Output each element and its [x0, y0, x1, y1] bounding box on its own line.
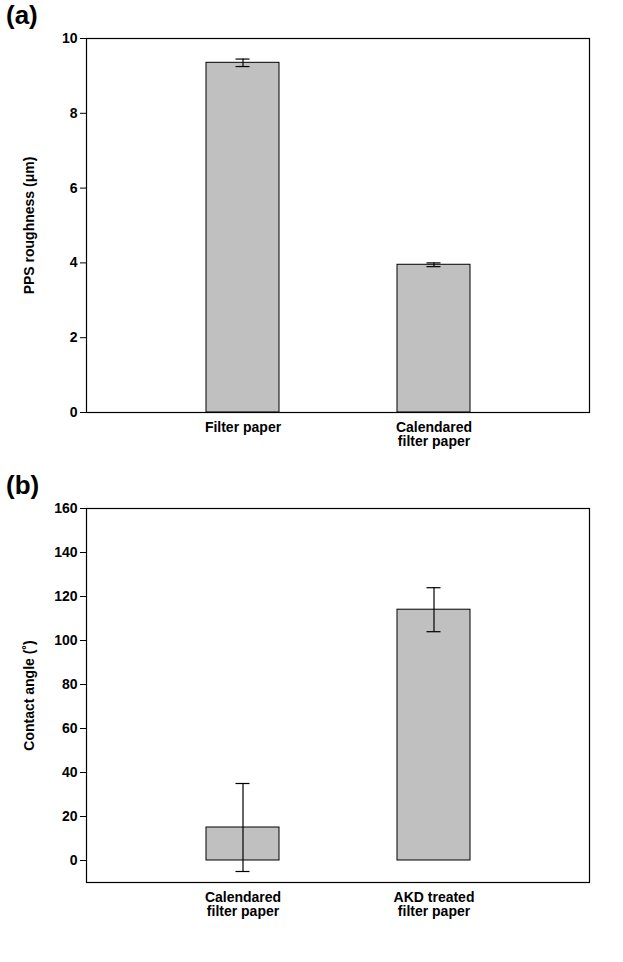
svg-text:140: 140 — [54, 544, 78, 560]
svg-text:6: 6 — [70, 180, 78, 196]
svg-text:160: 160 — [54, 500, 78, 516]
html-text:(b): (b) — [6, 470, 40, 500]
html-text:(a): (a) — [6, 0, 38, 30]
svg-text:Contact angle (˚): Contact angle (˚) — [21, 640, 37, 750]
svg-text:60: 60 — [62, 720, 78, 736]
svg-text:100: 100 — [54, 632, 78, 648]
svg-text:Calendaredfilter paper: Calendaredfilter paper — [205, 889, 281, 919]
svg-text:PPS roughness (μm): PPS roughness (μm) — [21, 157, 37, 295]
svg-text:8: 8 — [70, 105, 78, 121]
svg-text:120: 120 — [54, 588, 78, 604]
svg-text:0: 0 — [70, 852, 78, 868]
svg-text:4: 4 — [70, 254, 78, 270]
svg-text:80: 80 — [62, 676, 78, 692]
svg-text:Calendaredfilter paper: Calendaredfilter paper — [396, 419, 472, 449]
svg-text:0: 0 — [70, 404, 78, 420]
svg-text:AKD treatedfilter paper: AKD treatedfilter paper — [394, 889, 475, 919]
svg-text:Filter paper: Filter paper — [205, 419, 282, 435]
svg-text:2: 2 — [70, 329, 78, 345]
svg-text:20: 20 — [62, 808, 78, 824]
svg-text:10: 10 — [62, 30, 78, 46]
svg-text:40: 40 — [62, 764, 78, 780]
